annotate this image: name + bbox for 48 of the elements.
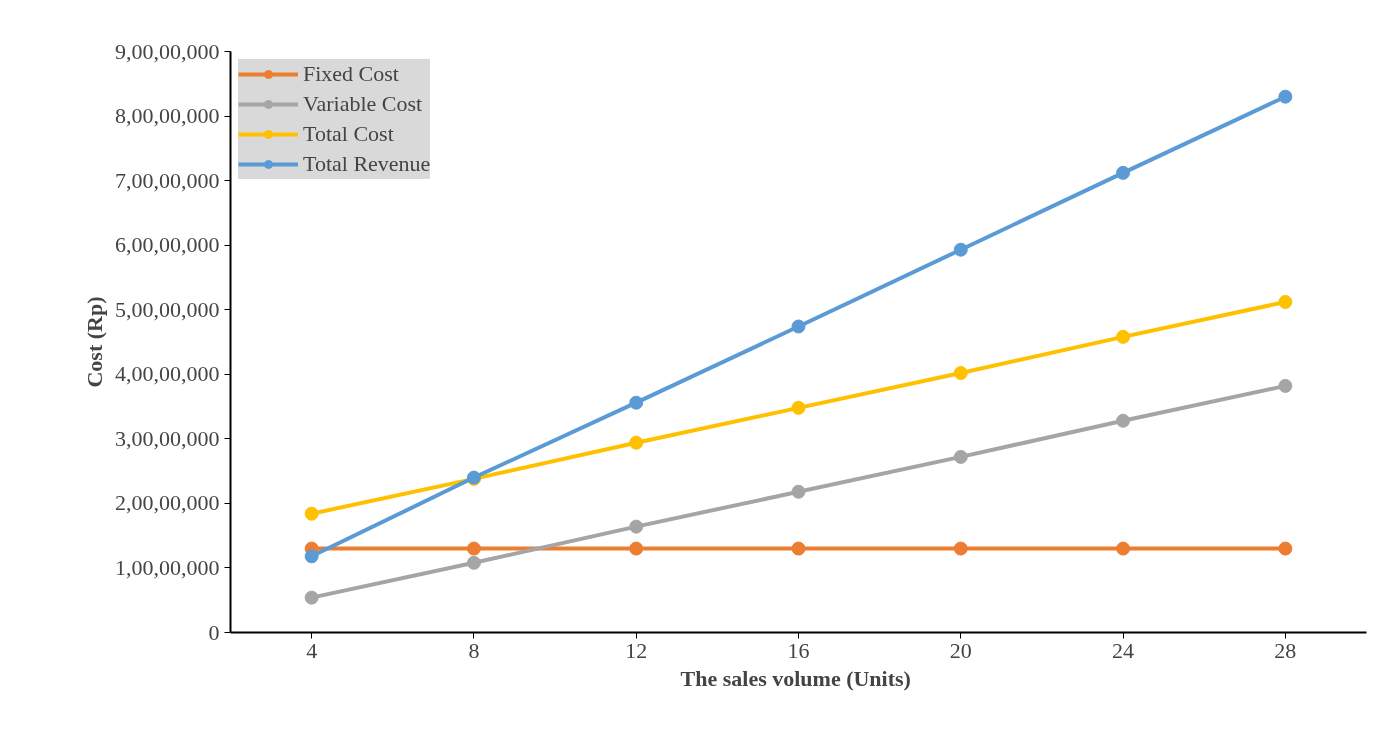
x-tick-label: 28 [1274,637,1297,663]
legend-label: Total Revenue [303,150,431,178]
point [1116,165,1131,180]
point [304,590,319,605]
point [953,541,968,556]
point [466,555,481,570]
y-tick-label: 0 [208,619,220,645]
point [1278,89,1293,104]
point [629,395,644,410]
x-axis-title: The sales volume (Units) [680,665,911,691]
x-tick-label: 20 [949,637,972,663]
y-tick-label: 2,00,00,000 [115,490,220,516]
y-axis-title: Cost (Rp) [82,296,107,388]
y-tick-label: 4,00,00,000 [115,361,220,387]
legend-label: Fixed Cost [303,60,399,88]
point [953,242,968,257]
y-tick-label: 6,00,00,000 [115,232,220,258]
x-tick-label: 4 [306,637,318,663]
point [1116,329,1131,344]
point [629,519,644,534]
y-tick-label: 5,00,00,000 [115,296,220,322]
point [791,484,806,499]
point [629,435,644,450]
point [1116,541,1131,556]
point [1278,294,1293,309]
legend-label: Total Cost [303,120,394,148]
x-tick-label: 16 [787,637,810,663]
legend-label: Variable Cost [303,90,423,118]
point [629,541,644,556]
y-tick-label: 8,00,00,000 [115,103,220,129]
point [1278,541,1293,556]
point [304,506,319,521]
point [304,549,319,564]
point [1278,378,1293,393]
point [953,449,968,464]
point [791,319,806,334]
point [791,541,806,556]
y-tick-label: 9,00,00,000 [115,38,220,64]
point [1116,413,1131,428]
point [791,400,806,415]
x-tick-label: 24 [1112,637,1135,663]
point [466,541,481,556]
x-tick-label: 12 [625,637,648,663]
y-tick-label: 1,00,00,000 [115,554,220,580]
y-tick-label: 7,00,00,000 [115,167,220,193]
point [953,366,968,380]
x-tick-label: 8 [468,637,480,663]
y-tick-label: 3,00,00,000 [115,425,220,451]
